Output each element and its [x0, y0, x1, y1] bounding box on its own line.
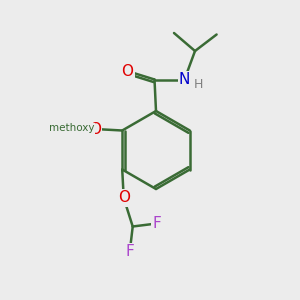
Text: N: N — [179, 72, 190, 87]
Text: F: F — [152, 216, 161, 231]
Text: methoxy: methoxy — [50, 123, 95, 134]
Text: O: O — [118, 190, 130, 206]
Text: F: F — [125, 244, 134, 260]
Text: O: O — [88, 122, 101, 136]
Text: H: H — [193, 78, 203, 92]
Text: O: O — [122, 64, 134, 79]
